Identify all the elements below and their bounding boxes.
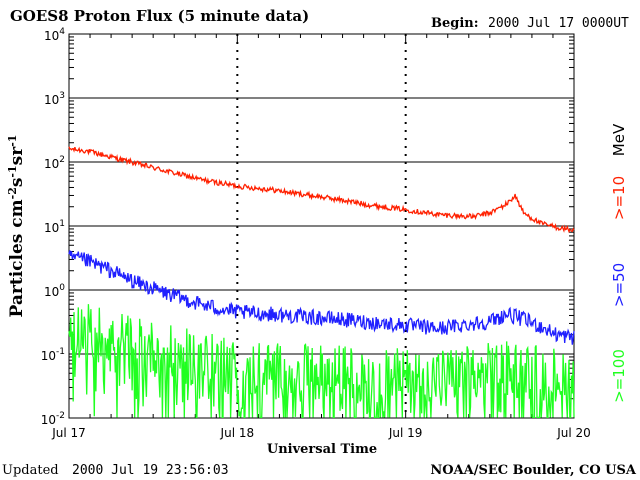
minor-ticks [68,34,575,418]
y-tick-exp: 3 [59,91,65,101]
legend-unit-mev: MeV [610,123,628,156]
y-tick-exp: -2 [56,411,65,421]
footer-updated-value: 2000 Jul 19 23:56:03 [72,463,229,478]
footer-updated-label: Updated [2,463,59,478]
x-tick-label: Jul 17 [51,426,86,440]
series-line-ge10 [68,146,575,234]
y-axis-label-exp3: -1 [6,135,19,147]
begin-value: 2000 Jul 17 0000UT [488,16,629,31]
x-tick-label: Jul 20 [556,426,591,440]
series-line-ge50 [68,250,575,345]
legend-ge50: >=50 [610,263,628,307]
begin-label: Begin: [431,16,479,31]
y-axis-label-exp1: -2 [6,187,19,199]
y-tick-exp: 1 [59,219,65,229]
series-layer [68,146,575,419]
y-tick-base: 10 [44,221,59,235]
y-tick-label: 10-2 [41,411,65,427]
y-axis-label-sr: sr [7,146,27,166]
y-tick-exp: 4 [59,27,65,37]
y-tick-label: 10-1 [41,347,65,363]
chart-title: GOES8 Proton Flux (5 minute data) [10,7,309,25]
y-axis-label: Particles cm-2s-1sr-1 [6,135,27,318]
y-tick-base: 10 [44,93,59,107]
x-tick-label: Jul 19 [388,426,423,440]
y-tick-exp: -1 [56,347,65,357]
y-tick-label: 101 [44,219,65,235]
series-line-ge100 [68,304,575,419]
x-tick-label: Jul 18 [220,426,255,440]
y-tick-label: 103 [44,91,65,107]
y-tick-exp: 0 [59,283,65,293]
y-axis-label-base: Particles cm [7,199,27,317]
y-tick-base: 10 [44,285,59,299]
x-axis-label: Universal Time [267,442,377,457]
y-tick-exp: 2 [59,155,65,165]
y-tick-label: 102 [44,155,65,171]
y-tick-label: 104 [44,27,65,43]
legend-ge100: >=100 [610,349,628,403]
y-tick-base: 10 [41,413,56,427]
y-axis-label-exp2: -1 [6,165,19,177]
y-tick-base: 10 [44,29,59,43]
legend-ge10: >=10 [610,176,628,220]
footer-credit: NOAA/SEC Boulder, CO USA [430,463,637,478]
y-tick-label: 100 [44,283,65,299]
y-tick-base: 10 [41,349,56,363]
x-tick-labels: Jul 17 Jul 18 Jul 19 Jul 20 [51,426,591,440]
y-axis-label-s: s [7,178,27,188]
y-tick-base: 10 [44,157,59,171]
